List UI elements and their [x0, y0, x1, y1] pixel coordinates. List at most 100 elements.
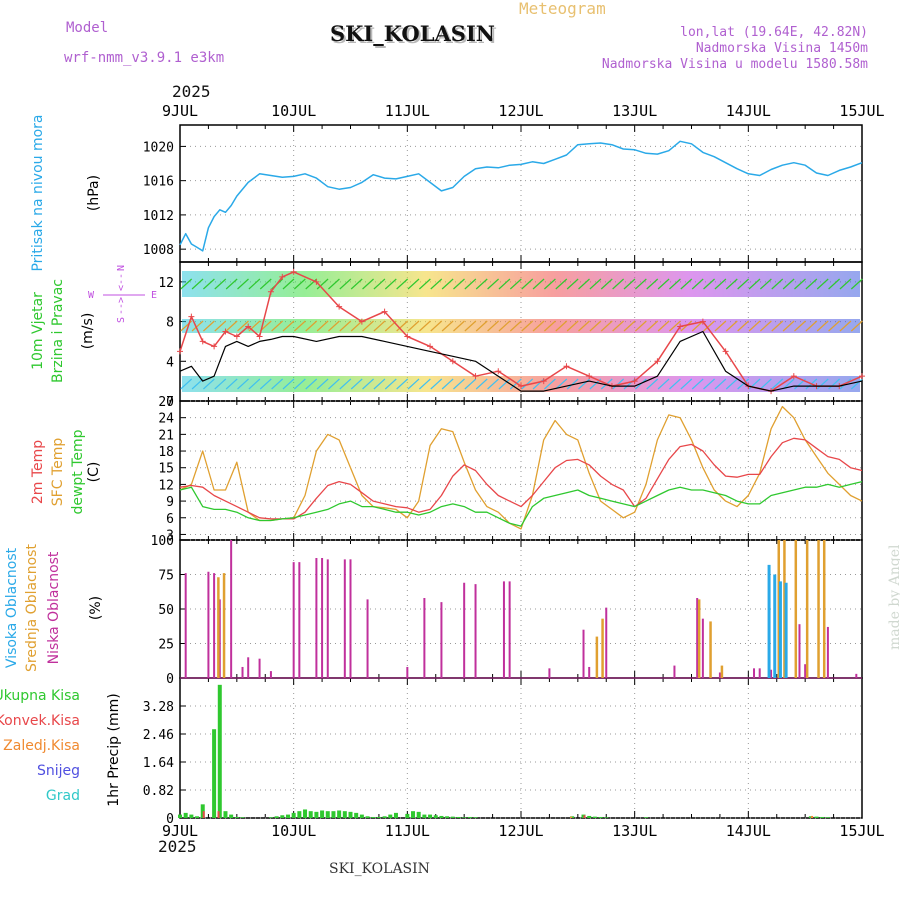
total-precip-bar [376, 816, 381, 818]
wind-barb [782, 378, 795, 390]
wind-barb [771, 320, 784, 332]
wind-barb [248, 278, 261, 290]
wind-barb [816, 378, 829, 390]
wind-barb [214, 378, 227, 390]
low-cloud-title: Niska Oblacnost [46, 551, 62, 664]
wind-barb [555, 378, 568, 390]
y-tick-label: 21 [158, 428, 174, 443]
wind-barb [282, 278, 295, 290]
x-tick-label-bottom: 9JUL [162, 822, 198, 840]
total-precip-bar [462, 817, 467, 818]
wind-barb [362, 320, 374, 332]
sfc-temp-title: SFC Temp [50, 438, 66, 507]
pressure-ylabel: (hPa) [86, 175, 102, 211]
wind-barb [714, 378, 727, 390]
wind-barb [623, 320, 636, 332]
wind-barb [225, 278, 238, 290]
wind-barb [555, 278, 568, 290]
wind-gust-marker [518, 383, 524, 390]
y-tick-label: 1020 [143, 140, 174, 155]
wind-barb [532, 278, 545, 290]
compass-w: W [88, 290, 95, 301]
wind-barb [805, 278, 818, 290]
wind-ylabel: (m/s) [80, 313, 96, 350]
wind-barb [339, 278, 352, 290]
wind-barb [566, 378, 579, 390]
wind-gust-marker [233, 333, 240, 340]
total-precip-bar [308, 811, 313, 818]
model-name: wrf-nmm_v3.9.1 e3km [64, 50, 225, 66]
wind-barb [657, 278, 670, 290]
wind-barb [384, 378, 397, 390]
frozen-precip-bar [570, 816, 573, 818]
wind-barb [225, 320, 238, 332]
wind-barb [725, 320, 738, 332]
total-precip-bar [178, 814, 182, 818]
total-precip-bar [285, 814, 290, 818]
wind-barb [203, 278, 215, 290]
wind-barb [498, 320, 511, 332]
wind-barb [669, 378, 681, 390]
x-tick-label-bottom: 10JUL [271, 822, 316, 840]
wind-barb [714, 278, 727, 290]
wind-gust-marker [188, 313, 195, 320]
temp-2m-line [179, 437, 863, 520]
wind-gust-marker [381, 308, 388, 315]
wind-barb [305, 378, 318, 390]
wind-barb [453, 320, 465, 332]
wind-barb [532, 320, 545, 332]
y-tick-label: 0 [166, 812, 174, 827]
conv-precip-bar [217, 811, 220, 818]
wind-barb [316, 320, 329, 332]
wind-barb [418, 278, 431, 290]
precip-ylabel: 1hr Precip (mm) [106, 693, 122, 806]
wind-barb [441, 378, 454, 390]
wind-gust-marker [222, 328, 229, 335]
wind-barb [737, 378, 750, 390]
temp-2m-title: 2m Temp [30, 440, 46, 504]
wind-barb [737, 320, 750, 332]
y-tick-label: 4 [166, 355, 174, 370]
x-tick-label-top: 13JUL [612, 102, 657, 120]
wind-barb [703, 278, 715, 290]
compass-arrow-up: <-- [116, 273, 127, 291]
wind-barb [237, 378, 249, 390]
wind-barb [657, 320, 670, 332]
total-precip-title: Ukupna Kisa [0, 688, 80, 704]
wind-barb [646, 320, 659, 332]
wind-gust-marker [654, 358, 661, 365]
wind-barb [509, 278, 522, 290]
y-tick-label: 1.64 [143, 756, 174, 771]
wind-barb [725, 278, 738, 290]
wind-barb [214, 320, 227, 332]
wind-gust-marker [859, 373, 865, 380]
wind-barb [521, 278, 534, 290]
wind-barb [634, 320, 647, 332]
wind-barb [669, 278, 681, 290]
wind-barb [555, 320, 568, 332]
conv-precip-bar [202, 811, 205, 818]
conv-precip-bar [583, 815, 586, 818]
temp-ylabel: (C) [86, 462, 102, 483]
wind-barb [839, 320, 852, 332]
wind-barb [259, 278, 272, 290]
y-tick-label: 9 [166, 495, 174, 510]
wind-barb [794, 278, 806, 290]
wind-barb [850, 378, 863, 390]
y-tick-label: 12 [158, 276, 174, 291]
total-precip-bar [428, 814, 433, 818]
wind-barb [771, 278, 784, 290]
mid-cloud-title: Srednja Oblacnost [24, 544, 40, 672]
wind-barb [578, 278, 590, 290]
total-precip-bar [314, 811, 319, 818]
total-precip-bar [229, 814, 234, 818]
total-precip-bar [439, 815, 444, 818]
hail-title: Grad [46, 788, 80, 804]
wind-barb [237, 278, 249, 290]
y-tick-label: 100 [151, 534, 174, 549]
x-tick-label-bottom: 11JUL [385, 822, 430, 840]
wind-barb [725, 378, 738, 390]
wind-barb [748, 278, 761, 290]
wind-barb [225, 378, 238, 390]
total-precip-bar [320, 810, 325, 818]
